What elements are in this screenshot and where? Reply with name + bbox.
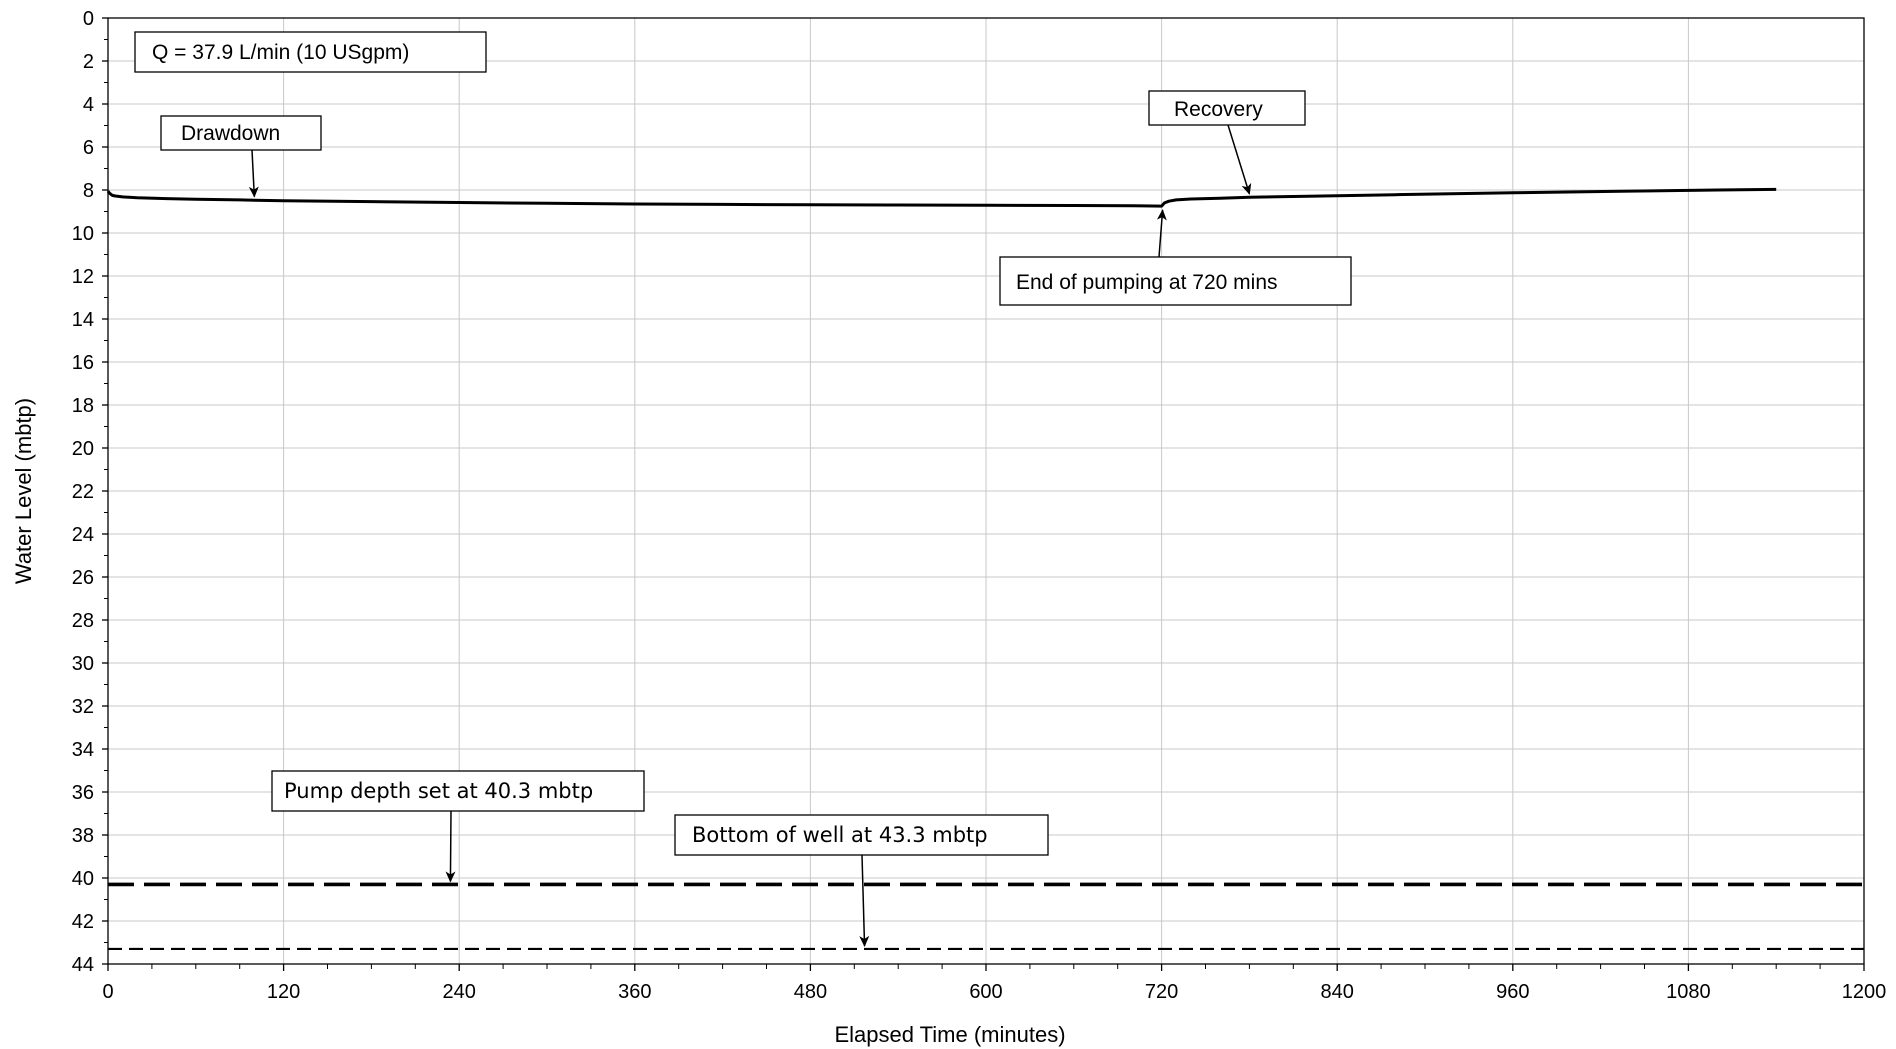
y-tick-label: 18	[72, 395, 94, 417]
x-tick-label: 960	[1496, 981, 1529, 1003]
recovery-label: Recovery	[1174, 98, 1263, 121]
y-tick-label: 2	[83, 51, 94, 73]
y-tick-label: 10	[72, 223, 94, 245]
y-tick-label: 30	[72, 653, 94, 675]
y-tick-label: 38	[72, 825, 94, 847]
x-tick-label: 1200	[1842, 981, 1887, 1003]
x-tick-label: 480	[794, 981, 827, 1003]
y-tick-label: 34	[72, 739, 94, 761]
pump-depth-label: Pump depth set at 40.3 mbtp	[284, 779, 593, 803]
drawdown-box	[160, 115, 322, 151]
water-level-series-line	[106, 187, 1777, 208]
y-tick-label: 0	[83, 8, 94, 30]
recovery-annotation: Recovery	[1148, 90, 1306, 195]
bottom-well-annotation: Bottom of well at 43.3 mbtp	[674, 814, 1049, 947]
drawdown-label: Drawdown	[181, 122, 280, 145]
pump-depth-box	[271, 770, 645, 812]
x-tick-label: 600	[969, 981, 1002, 1003]
end-pumping-box	[999, 256, 1352, 306]
recovery-box	[1148, 90, 1306, 126]
y-tick-label: 26	[72, 567, 94, 589]
recovery-arrow	[1227, 124, 1252, 195]
bottom-well-box	[674, 814, 1049, 856]
x-axis-title: Elapsed Time (minutes)	[834, 1022, 1065, 1047]
bottom-well-arrow	[859, 854, 870, 947]
pump-depth-annotation: Pump depth set at 40.3 mbtp	[271, 770, 645, 883]
y-tick-label: 24	[72, 524, 94, 546]
reference-lines-layer	[108, 882, 1864, 951]
y-tick-label: 20	[72, 438, 94, 460]
y-tick-label: 40	[72, 868, 94, 890]
x-tick-label: 1080	[1666, 981, 1711, 1003]
end-pumping-annotation: End of pumping at 720 mins	[999, 209, 1352, 306]
x-tick-label: 240	[443, 981, 476, 1003]
y-tick-label: 16	[72, 352, 94, 374]
y-tick-label: 8	[83, 180, 94, 202]
drawdown-annotation: Drawdown	[160, 115, 322, 198]
y-axis-title: Water Level (mbtp)	[11, 398, 36, 584]
y-tick-label: 6	[83, 137, 94, 159]
bottom-well-label: Bottom of well at 43.3 mbtp	[692, 823, 988, 847]
tick-labels-layer: 0 120 240 360 480 600 720 840 960 1080 12000246810…	[72, 8, 1887, 1003]
flow-rate-box	[134, 31, 487, 73]
drawdown-arrow	[248, 149, 259, 198]
x-tick-label: 720	[1145, 981, 1178, 1003]
ticks-layer	[102, 17, 1865, 971]
x-tick-label: 0	[102, 981, 113, 1003]
y-tick-label: 36	[72, 782, 94, 804]
y-tick-label: 12	[72, 266, 94, 288]
x-tick-label: 360	[618, 981, 651, 1003]
y-tick-label: 44	[72, 954, 94, 976]
grid-layer	[108, 18, 1864, 964]
y-tick-label: 22	[72, 481, 94, 503]
end-pumping-label: End of pumping at 720 mins	[1016, 271, 1278, 294]
flow-rate-annotation: Q = 37.9 L/min (10 USgpm)	[134, 31, 487, 73]
y-tick-label: 42	[72, 911, 94, 933]
y-tick-label: 4	[83, 94, 94, 116]
x-tick-label: 120	[267, 981, 300, 1003]
y-tick-label: 14	[72, 309, 94, 331]
y-tick-label: 32	[72, 696, 94, 718]
pump-depth-arrow	[445, 810, 456, 883]
series-layer	[106, 187, 1777, 208]
flow-rate-label: Q = 37.9 L/min (10 USgpm)	[152, 41, 409, 64]
end-pumping-arrow	[1156, 209, 1167, 258]
x-tick-label: 840	[1321, 981, 1354, 1003]
y-tick-label: 28	[72, 610, 94, 632]
